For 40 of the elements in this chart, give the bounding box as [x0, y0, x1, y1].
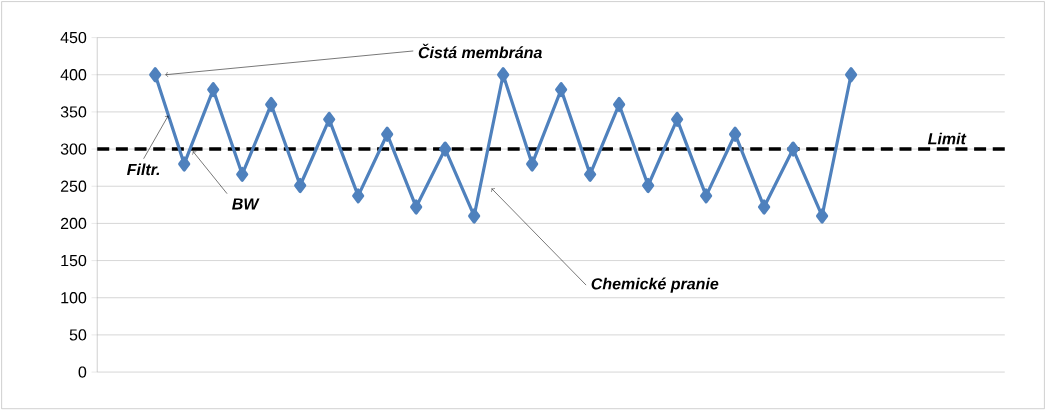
point [323, 111, 336, 127]
y-tick-label: 450 [60, 31, 87, 44]
point [149, 66, 162, 83]
point [786, 141, 800, 157]
annotation: Chemické pranie [591, 277, 719, 293]
annotation: BW [232, 198, 260, 210]
y-tick-label: 100 [61, 291, 87, 304]
point [729, 126, 742, 142]
point [555, 81, 568, 98]
y-tick-label: 400 [60, 68, 87, 81]
point [381, 126, 394, 142]
y-tick-label: 250 [60, 180, 87, 192]
point [671, 111, 684, 127]
point [815, 208, 829, 224]
point [236, 166, 249, 182]
point [352, 188, 365, 204]
point [584, 166, 597, 182]
point [526, 156, 539, 172]
ref-line-label: Limit [927, 132, 967, 145]
point [642, 177, 655, 193]
y-tick-label: 0 [78, 366, 87, 378]
point [700, 188, 713, 204]
point [758, 199, 771, 215]
point [265, 96, 278, 112]
annotation: Filtr. [127, 163, 160, 175]
point [207, 81, 220, 98]
point [497, 66, 510, 83]
annotation: Čistá membrána [418, 43, 542, 59]
point [410, 199, 423, 215]
point [439, 141, 452, 157]
y-tick-label: 50 [69, 329, 87, 341]
y-tick-label: 350 [60, 106, 87, 118]
y-tick-label: 150 [61, 254, 87, 267]
point [844, 66, 858, 83]
point [294, 177, 307, 193]
point [178, 156, 191, 172]
y-tick-label: 300 [60, 143, 87, 155]
point [613, 96, 626, 112]
y-tick-label: 200 [60, 217, 87, 229]
point [468, 208, 481, 224]
